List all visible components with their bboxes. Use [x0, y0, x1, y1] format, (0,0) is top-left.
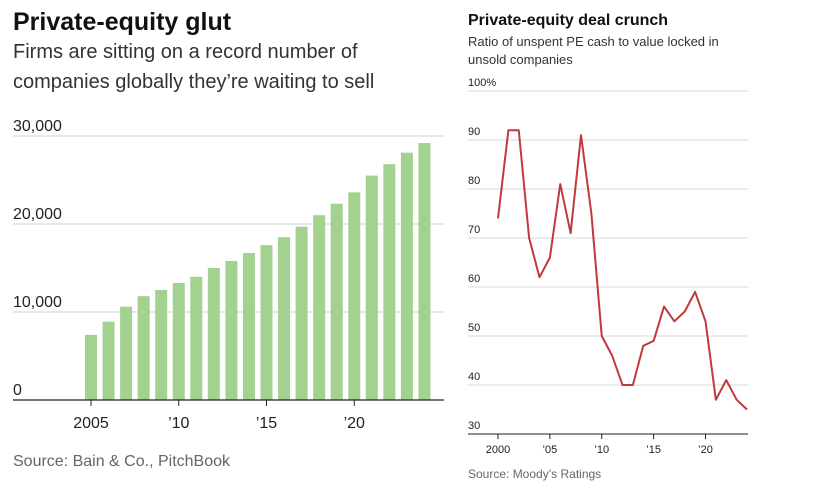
- left-chart-subtitle-line-2: companies globally they’re waiting to se…: [13, 71, 374, 93]
- bar-2017: [295, 226, 308, 400]
- left-chart-x-tick-label: ’15: [256, 415, 277, 432]
- right-chart-y-tick-label: 90: [468, 126, 480, 138]
- right-chart-y-tick-label: 40: [468, 371, 480, 383]
- bar-2015: [260, 245, 273, 400]
- right-chart-y-tick-labels: 30 40 50 60 70 80 90 100%: [468, 77, 496, 432]
- right-chart: Private-equity deal crunch Ratio of unsp…: [468, 12, 748, 481]
- right-chart-title: Private-equity deal crunch: [468, 12, 668, 29]
- bar-2022: [383, 164, 396, 400]
- right-chart-y-tick-label: 60: [468, 273, 480, 285]
- right-chart-subtitle-line-1: Ratio of unspent PE cash to value locked…: [468, 34, 719, 49]
- right-chart-series-line: [497, 129, 748, 411]
- left-chart-y-tick-label: 0: [13, 382, 22, 399]
- right-chart-x-tick-label: ’15: [646, 444, 661, 456]
- left-chart-bars: [85, 143, 431, 401]
- right-chart-y-tick-label: 80: [468, 175, 480, 187]
- right-chart-x-ticks: [497, 434, 706, 439]
- bar-2020: [348, 192, 361, 400]
- bar-2016: [278, 237, 291, 400]
- bar-2019: [330, 203, 343, 400]
- right-chart-x-tick-label: 2000: [486, 444, 510, 456]
- left-chart-x-tick-labels: 2005 ’10 ’15 ’20: [73, 415, 365, 432]
- left-chart-x-tick-label: ’10: [168, 415, 189, 432]
- left-chart-subtitle-line-1: Firms are sitting on a record number of: [13, 41, 358, 63]
- bar-2023: [400, 152, 413, 400]
- right-chart-x-tick-labels: 2000 ’05 ’10 ’15 ’20: [486, 444, 713, 456]
- bar-2009: [155, 290, 168, 400]
- bar-2021: [365, 175, 378, 400]
- bar-2024: [418, 143, 431, 401]
- left-chart-x-ticks: [90, 400, 355, 406]
- left-chart: Private-equity glut Firms are sitting on…: [13, 8, 444, 470]
- bar-2008: [137, 296, 150, 400]
- right-chart-x-tick-label: ’05: [543, 444, 558, 456]
- right-chart-y-tick-label: 100%: [468, 77, 496, 89]
- bar-2018: [313, 215, 326, 400]
- right-chart-y-tick-label: 70: [468, 224, 480, 236]
- left-chart-y-tick-label: 30,000: [13, 118, 62, 135]
- bar-2006: [102, 321, 115, 400]
- left-chart-x-tick-label: 2005: [73, 415, 109, 432]
- right-chart-y-tick-label: 30: [468, 420, 480, 432]
- right-chart-data-points: [497, 130, 748, 410]
- right-chart-gridlines: [468, 90, 748, 386]
- bar-2005: [85, 334, 97, 400]
- right-chart-y-tick-label: 50: [468, 322, 480, 334]
- left-chart-y-tick-label: 20,000: [13, 206, 62, 223]
- bar-2013: [225, 260, 238, 400]
- left-chart-source: Source: Bain & Co., PitchBook: [13, 453, 231, 470]
- bar-2007: [120, 306, 133, 400]
- right-chart-subtitle-line-2: unsold companies: [468, 52, 573, 67]
- bar-2011: [190, 276, 203, 400]
- bar-2012: [207, 268, 220, 400]
- right-chart-x-tick-label: ’20: [698, 444, 713, 456]
- left-chart-x-tick-label: ’20: [344, 415, 365, 432]
- left-chart-y-tick-label: 10,000: [13, 294, 62, 311]
- left-chart-y-tick-labels: 0 10,000 20,000 30,000: [13, 118, 62, 399]
- bar-2010: [172, 282, 185, 400]
- bar-2014: [242, 253, 255, 400]
- right-chart-source: Source: Moody’s Ratings: [468, 467, 601, 481]
- left-chart-title: Private-equity glut: [13, 8, 232, 36]
- right-chart-x-tick-label: ’10: [594, 444, 609, 456]
